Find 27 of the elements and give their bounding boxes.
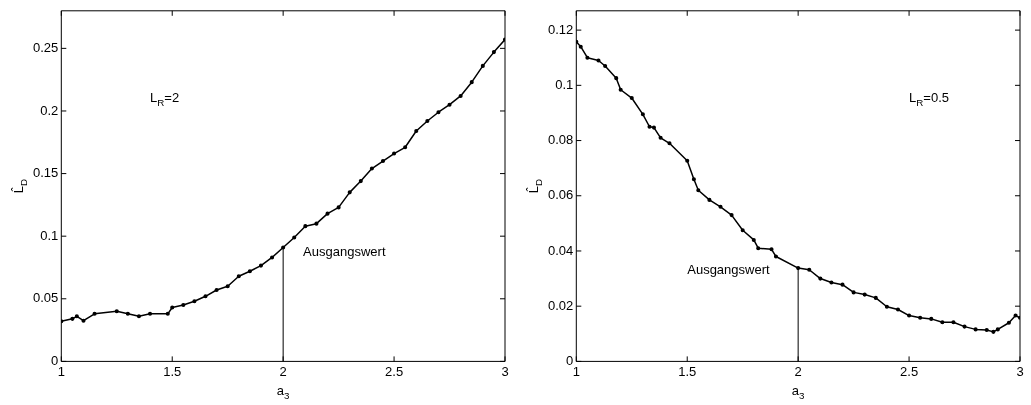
x-tick-label: 1 <box>572 363 580 379</box>
y-tick-label: 0 <box>51 352 59 368</box>
y-tick-label: 0.06 <box>547 187 574 203</box>
y-axis-title: L̂D <box>10 178 29 194</box>
y-tick-label: 0.05 <box>32 290 59 306</box>
x-tick-label: 3 <box>1016 363 1024 379</box>
x-tick-label: 2 <box>279 363 287 379</box>
y-axis-title: L̂D <box>525 178 544 194</box>
x-tick-label: 3 <box>501 363 509 379</box>
x-tick-label: 2.5 <box>385 363 404 379</box>
y-tick-label: 0.12 <box>547 21 574 37</box>
y-tick-label: 0.15 <box>32 165 59 181</box>
x-tick-label: 2.5 <box>900 363 919 379</box>
y-tick-label: 0.25 <box>32 39 59 55</box>
annotation: Ausgangswert <box>687 261 770 277</box>
y-tick-label: 0.02 <box>547 297 574 313</box>
y-tick-label: 0 <box>566 352 574 368</box>
annotation: Ausgangswert <box>303 244 386 260</box>
y-tick-label: 0.1 <box>555 76 574 92</box>
x-tick-label: 1.5 <box>678 363 697 379</box>
x-tick-label: 2 <box>794 363 802 379</box>
x-tick-label: 1 <box>57 363 65 379</box>
y-tick-label: 0.1 <box>40 227 59 243</box>
x-tick-label: 1.5 <box>163 363 182 379</box>
y-tick-label: 0.08 <box>547 132 574 148</box>
y-tick-label: 0.04 <box>547 242 574 258</box>
y-tick-label: 0.2 <box>40 102 59 118</box>
